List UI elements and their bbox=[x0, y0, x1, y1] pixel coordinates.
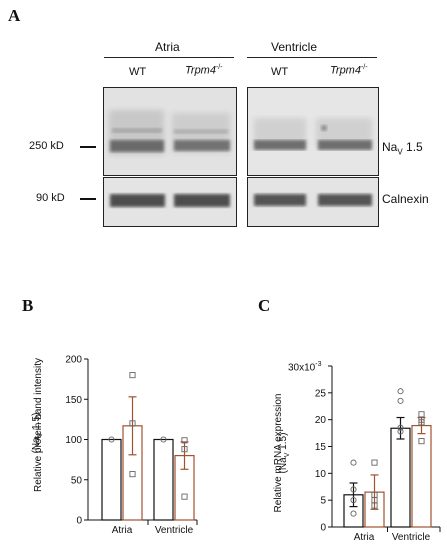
marker-250-label: 250 kD bbox=[29, 140, 64, 152]
chart-b-bar bbox=[153, 438, 174, 521]
blot-nav-ventricle bbox=[247, 87, 379, 176]
chart-c-bar bbox=[390, 427, 411, 528]
chart-b-ytick-label: 0 bbox=[76, 516, 82, 527]
chart-b-xtick-label: Atria bbox=[112, 525, 133, 536]
blot-calnexin-atria bbox=[103, 177, 237, 227]
chart-b-ytick-label: 100 bbox=[65, 435, 82, 446]
marker-90-label: 90 kD bbox=[36, 192, 65, 204]
chart-c-point bbox=[397, 424, 404, 431]
chart-c-point bbox=[350, 486, 357, 493]
chart-b-point bbox=[181, 437, 188, 444]
chart-c-ytick-label: 15 bbox=[315, 442, 327, 453]
chart-b-point bbox=[181, 493, 188, 500]
chart-b-point bbox=[160, 436, 167, 443]
lane-label-wt-ventricle: WT bbox=[271, 66, 289, 78]
chart-c-point bbox=[418, 419, 425, 426]
chart-c-bar bbox=[411, 424, 432, 528]
panel-c-letter: C bbox=[258, 296, 271, 315]
chart-c-point bbox=[418, 438, 425, 445]
chart-b-ytick-label: 50 bbox=[71, 475, 83, 486]
chart-c-ytick-label: 20 bbox=[315, 415, 327, 426]
chart-b-point bbox=[129, 372, 136, 379]
chart-c-point bbox=[418, 411, 425, 418]
chart-c-point bbox=[350, 459, 357, 466]
chart-c-ytick-label: 0 bbox=[320, 523, 326, 534]
chart-c-xtick-label: Ventricle bbox=[392, 532, 431, 543]
chart-b-point bbox=[108, 436, 115, 443]
chart-c-ytick-label: 10 bbox=[315, 469, 327, 480]
chart-b-point bbox=[181, 446, 188, 453]
group-line-ventricle bbox=[247, 57, 377, 58]
marker-90-tick bbox=[80, 198, 96, 200]
blot-calnexin-ventricle bbox=[247, 177, 379, 227]
chart-b-bar bbox=[101, 438, 122, 521]
group-label-atria: Atria bbox=[155, 40, 180, 54]
chart-c-ytick-label: 5 bbox=[320, 496, 326, 507]
chart-c-point bbox=[371, 502, 378, 509]
panel-a-letter: A bbox=[8, 6, 21, 25]
chart-c-point bbox=[397, 428, 404, 435]
chart-b-xtick-label: Ventricle bbox=[155, 525, 194, 536]
panel-b-letter: B bbox=[22, 296, 34, 315]
chart-c-point bbox=[350, 510, 357, 517]
chart-c-ytick-label: 25 bbox=[315, 388, 327, 399]
lane-label-ko-ventricle: Trpm4-/- bbox=[330, 64, 368, 77]
chart-c-point bbox=[350, 497, 357, 504]
chart-c-point bbox=[371, 459, 378, 466]
group-line-atria bbox=[104, 57, 234, 58]
lane-label-ko-atria: Trpm4-/- bbox=[185, 64, 223, 77]
marker-250-tick bbox=[80, 146, 96, 148]
lane-label-wt-atria: WT bbox=[129, 66, 147, 78]
band-label-nav15: NaV 1.5 bbox=[382, 140, 423, 157]
chart-b-point bbox=[129, 420, 136, 427]
chart-b-ytick-label: 150 bbox=[65, 395, 82, 406]
chart-b-ytick-label: 200 bbox=[65, 355, 82, 366]
band-label-calnexin: Calnexin bbox=[382, 192, 429, 206]
blot-nav-atria bbox=[103, 87, 237, 176]
chart-c-xtick-label: Atria bbox=[354, 532, 375, 543]
panel-c-scale-label: 30x10-3 bbox=[288, 361, 322, 374]
chart-c-point bbox=[397, 397, 404, 404]
chart-c-point bbox=[397, 388, 404, 395]
chart-b-point bbox=[129, 471, 136, 478]
group-label-ventricle: Ventricle bbox=[271, 40, 318, 54]
